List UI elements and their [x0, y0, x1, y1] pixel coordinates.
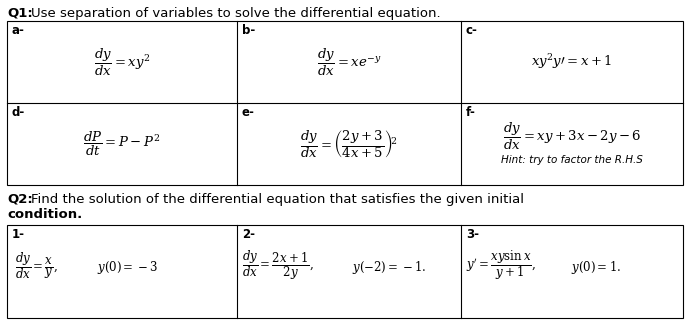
Text: $y(0) = 1.$: $y(0) = 1.$ [571, 259, 621, 276]
Text: c-: c- [466, 24, 478, 37]
Text: condition.: condition. [7, 208, 82, 221]
Text: Q1:: Q1: [7, 7, 32, 20]
Text: 2-: 2- [242, 228, 255, 241]
Text: d-: d- [12, 106, 26, 119]
Text: 3-: 3- [466, 228, 479, 241]
Text: Find the solution of the differential equation that satisfies the given initial: Find the solution of the differential eq… [31, 193, 524, 206]
Text: e-: e- [242, 106, 255, 119]
Text: a-: a- [12, 24, 25, 37]
Text: $\dfrac{dy}{dx} = \dfrac{2x+1}{2y},$: $\dfrac{dy}{dx} = \dfrac{2x+1}{2y},$ [242, 249, 314, 282]
Text: $\dfrac{dy}{dx} = xy + 3x - 2y - 6$: $\dfrac{dy}{dx} = xy + 3x - 2y - 6$ [503, 121, 641, 152]
Text: $\dfrac{dy}{dx} = xy^2$: $\dfrac{dy}{dx} = xy^2$ [94, 46, 150, 78]
Text: $y' = \dfrac{xy\sin x}{y+1},$: $y' = \dfrac{xy\sin x}{y+1},$ [466, 249, 535, 282]
Text: $y(-2) = -1.$: $y(-2) = -1.$ [352, 259, 426, 276]
Text: b-: b- [242, 24, 255, 37]
Bar [7, 21, 683, 185]
Text: $\dfrac{dy}{dx} = \left(\dfrac{2y+3}{4x+5}\right)^{\!2}$: $\dfrac{dy}{dx} = \left(\dfrac{2y+3}{4x+… [300, 128, 398, 160]
Text: $xy^2y\prime = x + 1$: $xy^2y\prime = x + 1$ [531, 53, 613, 72]
Text: f-: f- [466, 106, 476, 119]
Bar [7, 225, 683, 318]
Text: 1-: 1- [12, 228, 25, 241]
Text: $y(0) = -3$: $y(0) = -3$ [97, 259, 158, 276]
Text: Q2:: Q2: [7, 193, 32, 206]
Text: $\dfrac{dP}{dt} = P - P^2$: $\dfrac{dP}{dt} = P - P^2$ [83, 130, 161, 158]
Text: $\dfrac{dy}{dx} = \dfrac{x}{y},$: $\dfrac{dy}{dx} = \dfrac{x}{y},$ [15, 250, 58, 281]
Text: $\dfrac{dy}{dx} = xe^{-y}$: $\dfrac{dy}{dx} = xe^{-y}$ [317, 46, 382, 78]
Text: Hint: try to factor the R.H.S: Hint: try to factor the R.H.S [501, 155, 643, 165]
Text: Use separation of variables to solve the differential equation.: Use separation of variables to solve the… [31, 7, 441, 20]
